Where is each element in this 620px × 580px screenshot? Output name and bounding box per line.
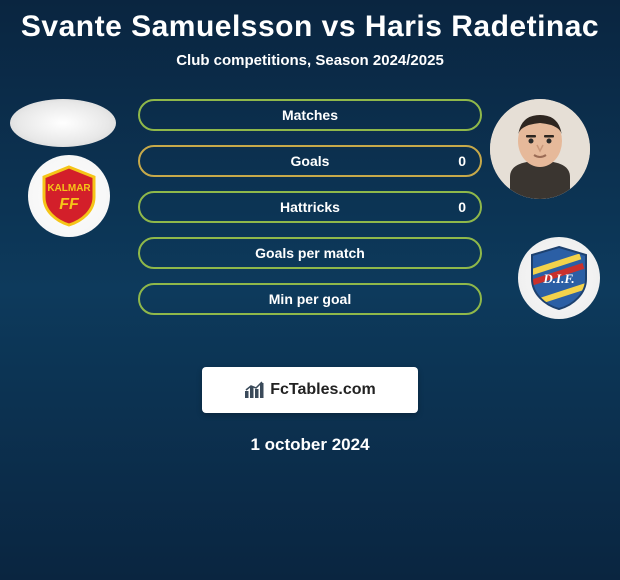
stat-row: Hattricks 0 bbox=[138, 191, 482, 223]
club-badge-right: D.I.F. bbox=[518, 237, 600, 319]
fctables-brand-text: FcTables.com bbox=[270, 381, 376, 399]
player-right-face-icon bbox=[490, 99, 590, 199]
stat-label: Matches bbox=[282, 107, 338, 123]
stat-value-right: 0 bbox=[458, 199, 466, 215]
stat-row: Goals per match bbox=[138, 237, 482, 269]
stat-label: Goals per match bbox=[255, 245, 365, 261]
page-title: Svante Samuelsson vs Haris Radetinac bbox=[0, 0, 620, 44]
svg-text:FF: FF bbox=[59, 196, 80, 213]
svg-text:KALMAR: KALMAR bbox=[47, 183, 91, 194]
stat-row: Goals 0 bbox=[138, 145, 482, 177]
page-subtitle: Club competitions, Season 2024/2025 bbox=[0, 52, 620, 69]
kalmar-ff-crest-icon: KALMAR FF bbox=[36, 163, 102, 229]
comparison-content: KALMAR FF bbox=[0, 99, 620, 359]
player-left-avatar bbox=[10, 99, 116, 147]
fctables-brand-box: FcTables.com bbox=[202, 367, 418, 413]
player-right-avatar bbox=[490, 99, 590, 199]
bar-chart-icon bbox=[244, 381, 266, 399]
stat-row: Matches bbox=[138, 99, 482, 131]
stat-label: Goals bbox=[291, 153, 330, 169]
date-text: 1 october 2024 bbox=[0, 435, 620, 455]
stat-label: Hattricks bbox=[280, 199, 340, 215]
stat-value-right: 0 bbox=[458, 153, 466, 169]
stat-row: Min per goal bbox=[138, 283, 482, 315]
djurgarden-crest-icon: D.I.F. bbox=[524, 243, 594, 313]
stat-label: Min per goal bbox=[269, 291, 351, 307]
svg-text:D.I.F.: D.I.F. bbox=[542, 271, 574, 286]
club-badge-left: KALMAR FF bbox=[28, 155, 110, 237]
